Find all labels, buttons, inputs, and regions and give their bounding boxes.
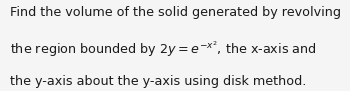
- Text: the region bounded by $2y = e^{-x^2}$, the x-axis and: the region bounded by $2y = e^{-x^2}$, t…: [10, 39, 316, 59]
- Text: the y-axis about the y-axis using disk method.: the y-axis about the y-axis using disk m…: [10, 75, 306, 88]
- Text: Find the volume of the solid generated by revolving: Find the volume of the solid generated b…: [10, 6, 341, 19]
